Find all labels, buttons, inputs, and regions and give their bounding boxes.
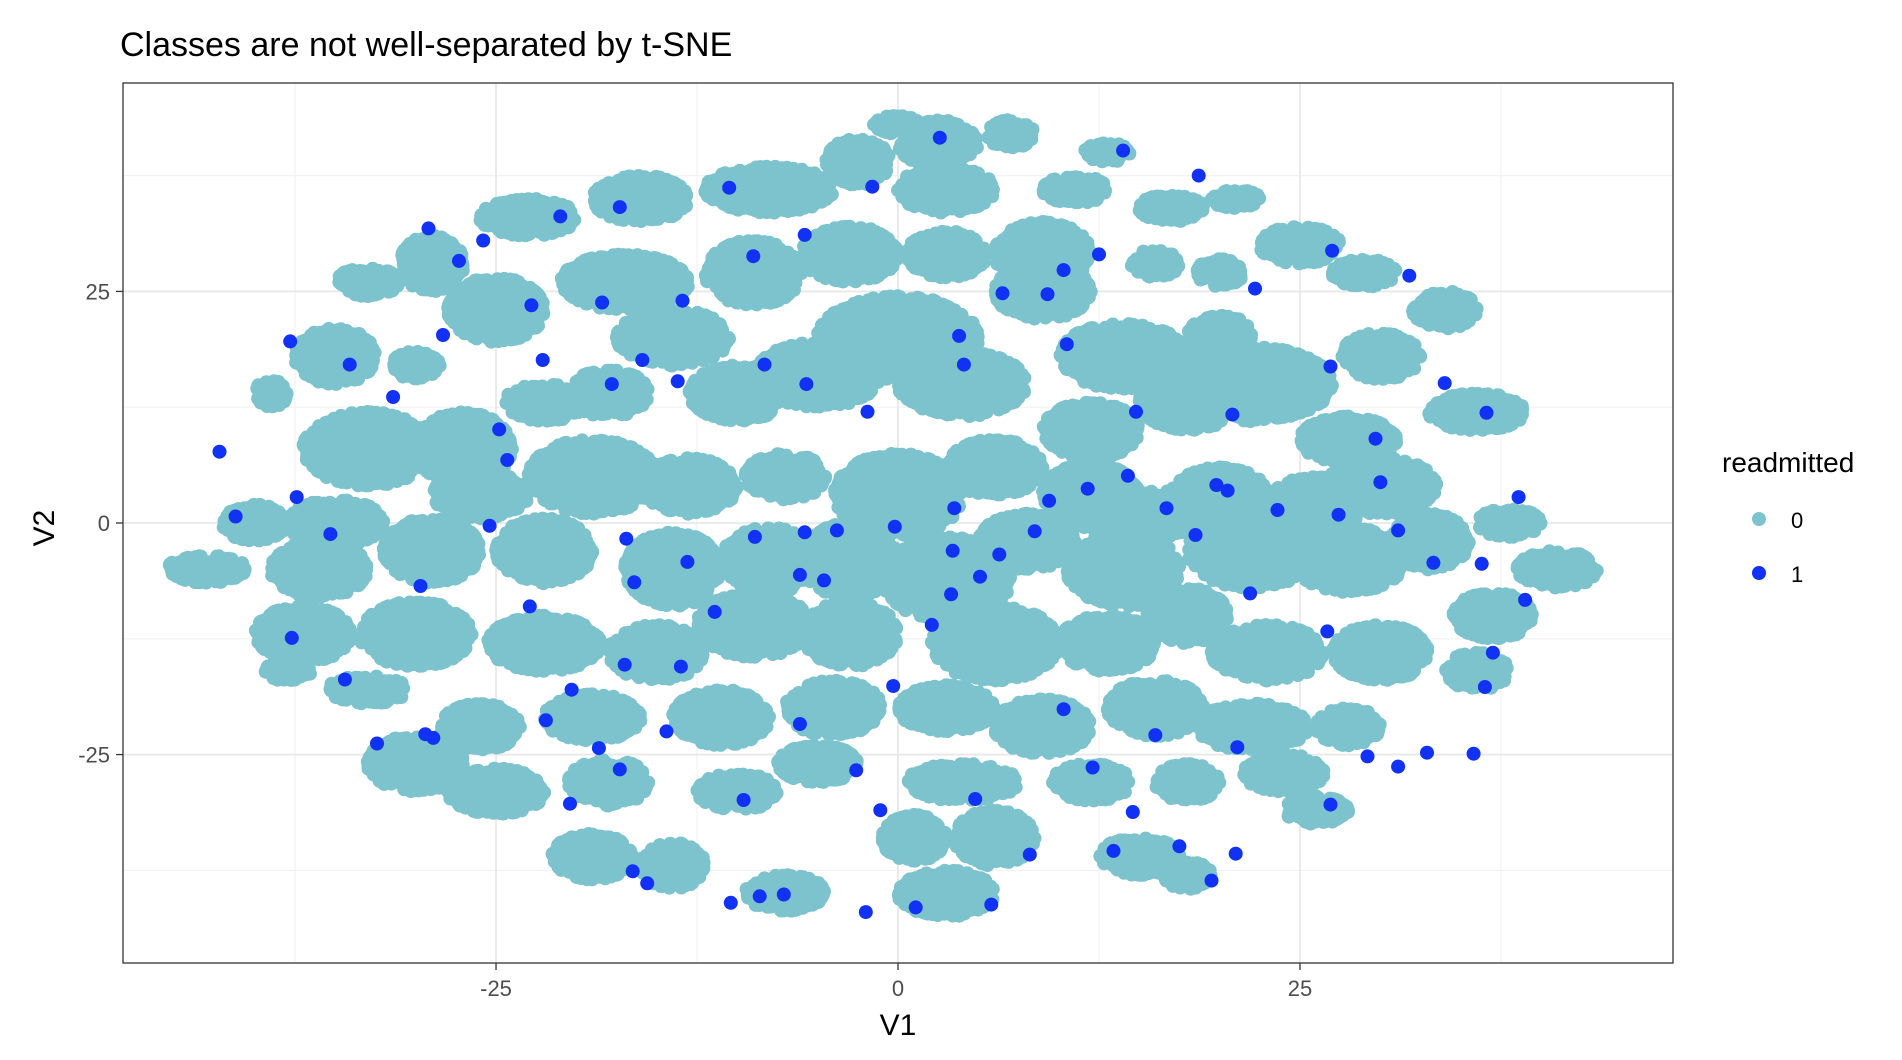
point-class-0-1896 (533, 223, 548, 238)
point-class-0-4598 (957, 236, 972, 251)
point-class-0-3891 (779, 257, 793, 272)
point-class-0-1893 (518, 225, 533, 240)
point-class-0-4602 (916, 240, 931, 255)
point-class-0-311 (874, 116, 889, 131)
point-class-0-1613 (610, 188, 625, 203)
point-class-0-4309 (841, 230, 856, 245)
point-class-0-2245 (967, 194, 982, 209)
point-class-0-2855 (1277, 227, 1292, 242)
point-class-0-2244 (906, 176, 921, 190)
point-class-0-1600 (626, 189, 641, 204)
point-class-0-3884 (755, 262, 770, 277)
point-class-0-593 (965, 125, 980, 140)
point-class-0-4604 (932, 252, 947, 267)
point-class-0-4298 (813, 263, 828, 278)
point-class-0-3892 (761, 276, 776, 291)
point-class-0-719 (1017, 127, 1032, 142)
point-class-0-1889 (497, 198, 512, 213)
point-class-0-3405 (596, 263, 611, 278)
series-0-points (162, 109, 1604, 923)
point-class-0-2619 (1243, 194, 1258, 209)
point-class-0-1246 (775, 177, 790, 192)
point-class-0-2537 (1162, 193, 1177, 208)
point-class-0-236 (850, 162, 865, 176)
point-class-0-4311 (834, 264, 849, 279)
point-class-0-2850 (1291, 225, 1306, 240)
point-class-0-3888 (729, 283, 743, 298)
point-class-0-2539 (1179, 204, 1194, 218)
point-class-0-2242 (937, 192, 952, 207)
point-class-0-231 (856, 140, 871, 155)
point-class-0-3404 (644, 264, 659, 279)
point-class-0-3880 (778, 277, 793, 292)
point-class-0-3403 (668, 268, 683, 283)
point-class-0-3391 (636, 285, 651, 300)
point-class-0-605 (897, 137, 912, 152)
point-class-0-3356 (650, 252, 665, 267)
point-class-0-3385 (653, 283, 668, 298)
point-class-0-1225 (701, 182, 716, 197)
point-class-0-4289 (863, 268, 878, 283)
point-class-0-1261 (819, 178, 834, 193)
point-class-0-4302 (885, 250, 900, 265)
point-class-0-3889 (718, 257, 733, 272)
point-class-0-1260 (808, 191, 823, 205)
point-class-0-1605 (650, 170, 665, 185)
point-class-0-2534 (1134, 198, 1148, 213)
point-class-0-225 (869, 138, 884, 153)
point-class-0-1888 (537, 201, 552, 216)
point-class-0-2237 (962, 175, 976, 190)
point-class-0-1895 (508, 213, 523, 228)
point-class-0-4603 (949, 225, 964, 240)
point-class-0-2236 (945, 161, 960, 176)
point-class-0-2856 (1314, 222, 1328, 237)
point-class-0-722 (992, 131, 1007, 146)
point-class-0-2849 (1262, 234, 1276, 249)
point-class-0-801 (1093, 139, 1108, 154)
point-class-0-4308 (802, 253, 816, 268)
point-class-0-2393 (1066, 178, 1080, 193)
point-class-0-2391 (1096, 176, 1111, 191)
point-class-0-601 (949, 141, 964, 156)
point-class-0-3408 (567, 289, 581, 304)
point-class-0-2857 (1302, 240, 1317, 255)
point-class-0-2620 (1229, 196, 1244, 211)
point-class-0-4310 (864, 248, 879, 263)
point-class-0-316 (888, 110, 903, 125)
point-class-0-217 (834, 144, 849, 159)
point-class-0-1264 (785, 195, 799, 210)
point-class-0-3363 (585, 252, 600, 267)
point-class-0-1887 (509, 193, 524, 208)
point-class-0-607 (906, 150, 921, 165)
point-class-0-606 (918, 117, 933, 132)
point-class-0-4599 (934, 269, 949, 284)
point-class-0-3894 (730, 295, 745, 310)
point-class-0-3402 (560, 263, 575, 278)
point-class-0-4587 (972, 244, 987, 259)
point-class-0-2246 (928, 163, 943, 178)
point-class-0-229 (869, 158, 884, 173)
point-class-0-1604 (593, 195, 608, 210)
point-class-0-4580 (955, 264, 970, 279)
point-class-0-1253 (753, 200, 768, 215)
point-class-0-4283 (872, 227, 887, 242)
chart-title: Classes are not well-separated by t-SNE (120, 26, 732, 64)
point-class-0-1614 (670, 187, 685, 202)
point-class-0-583 (962, 142, 977, 157)
point-class-0-2392 (1043, 188, 1058, 203)
point-class-0-2540 (1162, 212, 1177, 227)
point-class-0-234 (841, 175, 855, 190)
point-class-0-1259 (737, 179, 752, 194)
point-class-0-3409 (613, 287, 628, 302)
point-class-0-3407 (599, 251, 614, 266)
point-class-0-1610 (645, 212, 659, 227)
point-class-0-4297 (823, 229, 838, 244)
point-class-0-1257 (735, 194, 750, 209)
point-class-0-3400 (629, 265, 644, 280)
point-class-0-3893 (698, 268, 713, 283)
